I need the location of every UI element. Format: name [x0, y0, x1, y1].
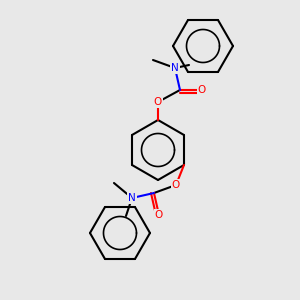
Text: O: O — [154, 97, 162, 107]
Text: N: N — [128, 193, 136, 203]
Text: N: N — [171, 63, 179, 73]
Text: O: O — [198, 85, 206, 95]
Text: O: O — [155, 210, 163, 220]
Text: O: O — [172, 180, 180, 190]
